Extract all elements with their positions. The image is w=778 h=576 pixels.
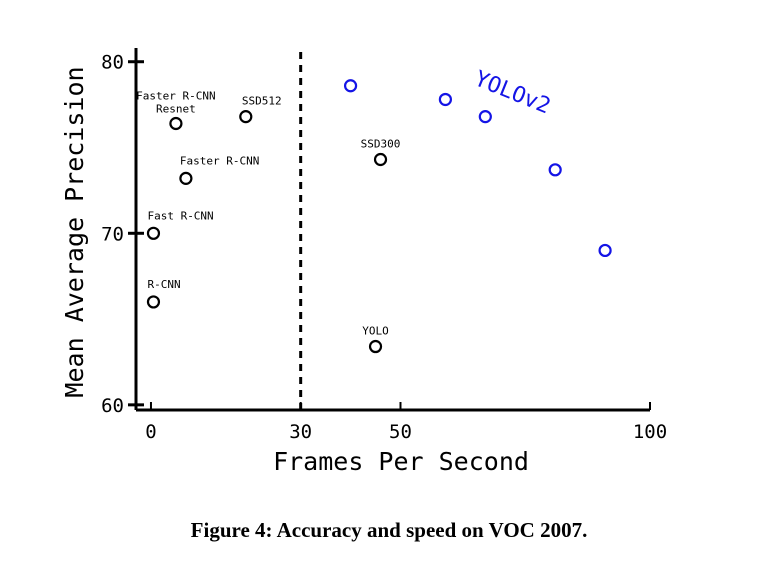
point-label: R-CNN <box>147 278 180 291</box>
point-label-line: Faster R-CNN <box>136 89 215 102</box>
y-tick-label: 70 <box>101 223 124 245</box>
point-label: SSD300 <box>361 138 401 151</box>
y-tick-label: 80 <box>101 52 124 74</box>
data-point <box>239 110 253 124</box>
data-point <box>146 226 161 240</box>
x-tick-label: 30 <box>289 421 312 443</box>
figure-caption: Figure 4: Accuracy and speed on VOC 2007… <box>190 518 588 542</box>
data-point <box>548 163 562 177</box>
y-axis-title: Mean Average Precision <box>60 66 89 397</box>
x-tick-label: 50 <box>389 421 412 443</box>
data-point <box>598 243 612 258</box>
data-point <box>368 339 383 354</box>
x-tick-label: 100 <box>633 421 667 443</box>
point-label-faster-rcnn-resnet: Faster R-CNN Resnet <box>136 89 215 115</box>
data-point <box>146 295 161 309</box>
axes: 0 30 50 100 60 70 80 <box>101 48 667 443</box>
point-label: Faster R-CNN <box>180 154 259 167</box>
point-label: YOLO <box>362 325 389 338</box>
scatter-chart: 0 30 50 100 60 70 80 R-CNN Fast R-CNN Faster R-C… <box>60 48 667 476</box>
data-point <box>179 171 193 185</box>
point-label-line: Resnet <box>156 102 196 115</box>
data-point <box>373 152 388 167</box>
point-label: SSD512 <box>242 95 282 108</box>
data-point <box>343 79 358 93</box>
x-axis-title: Frames Per Second <box>273 447 529 476</box>
data-points <box>146 79 612 354</box>
data-point <box>169 116 183 131</box>
y-tick-label: 60 <box>101 395 124 417</box>
data-point <box>478 110 492 124</box>
x-tick-label: 0 <box>145 421 156 443</box>
data-point <box>438 92 452 107</box>
point-label: Fast R-CNN <box>147 209 213 222</box>
